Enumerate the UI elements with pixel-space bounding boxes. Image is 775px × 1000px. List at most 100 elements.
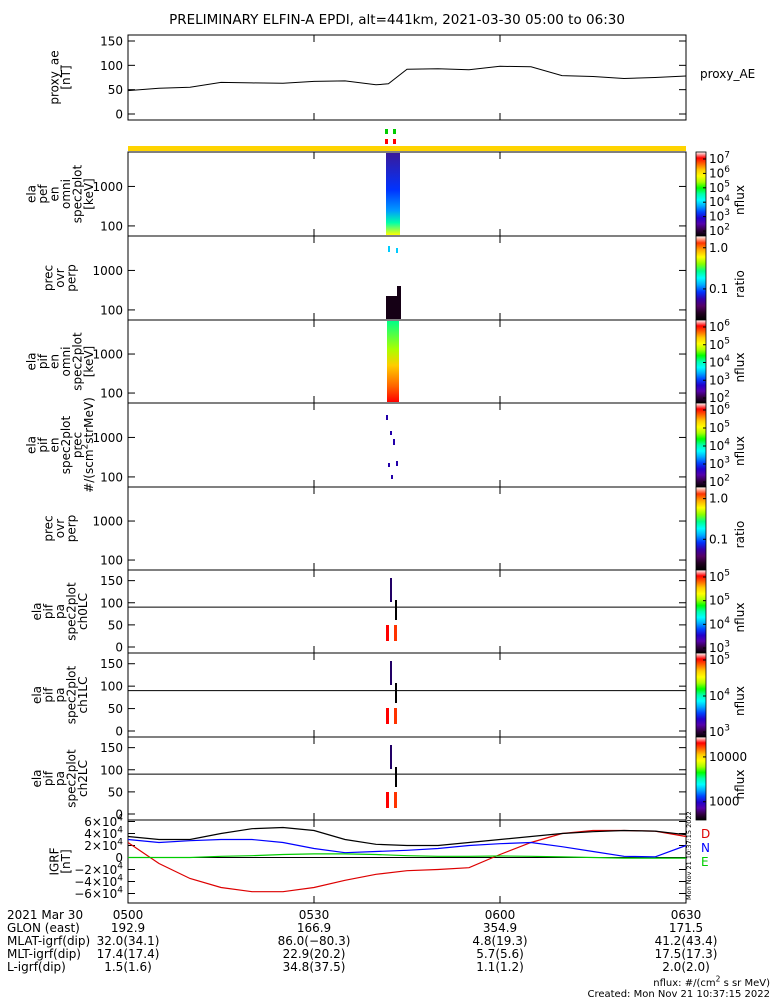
panel-frame-2 <box>127 235 687 321</box>
orbit-marker <box>393 129 396 134</box>
panel-ylabel: ch1LC <box>76 677 90 714</box>
created-timestamp: Created: Mon Nov 21 10:37:15 2022 <box>587 989 770 1000</box>
colorbar-tick-label: 104 <box>709 194 730 209</box>
ytick-label: −4×104 <box>74 874 123 889</box>
colorbar-tick-label: 103 <box>709 208 730 223</box>
panel-ylabel: ela <box>30 769 44 787</box>
panel-ylabel: en <box>47 187 61 202</box>
ytick-label: −6×104 <box>74 886 123 901</box>
panel-ylabel: omni <box>59 179 73 209</box>
ytick-label: 50 <box>108 702 123 716</box>
igrf-line-D <box>127 829 687 893</box>
ytick-label: 100 <box>100 763 123 777</box>
spectrogram-dash <box>391 475 393 479</box>
pa-mark <box>394 792 397 808</box>
spectrogram-dash <box>386 415 388 420</box>
colorbar-tick-label: 104 <box>709 438 730 453</box>
colorbar-tick-label: 107 <box>709 151 730 166</box>
ytick-label: 100 <box>100 680 123 694</box>
igrf-line-total <box>127 826 687 847</box>
ytick-label: 50 <box>108 83 123 97</box>
colorbar-tick-label: 104 <box>709 688 730 703</box>
ephemeris-value: 2.0(2.0) <box>662 960 710 974</box>
ephemeris-row-label: L-igrf(dip) <box>7 960 66 974</box>
colorbar-label: nflux <box>733 436 747 466</box>
colorbar-tick-label: 105 <box>709 336 730 351</box>
colorbar-tick-label: 106 <box>709 165 730 180</box>
ephemeris-value: 5.7(5.6) <box>476 947 524 961</box>
colorbar-tick-label: 103 <box>709 640 730 655</box>
ytick-label: 0 <box>115 851 123 865</box>
spectrogram-strip <box>386 296 401 319</box>
page-title: PRELIMINARY ELFIN-A EPDI, alt=441km, 202… <box>169 12 625 28</box>
panel-ylabel: prec <box>42 515 56 541</box>
colorbar-tick-label: 105 <box>709 420 730 435</box>
spectrogram-dash <box>388 463 390 467</box>
panel-frame-9 <box>127 819 687 904</box>
panel-ylabel: prec <box>42 265 56 291</box>
panel-ylabel: proxy_ae <box>47 50 61 104</box>
spectrogram-strip <box>387 321 399 402</box>
igrf-line-E <box>128 853 686 859</box>
ephemeris-value: 4.8(19.3) <box>472 934 527 948</box>
pa-mark <box>395 767 397 787</box>
pa-mark <box>395 683 397 703</box>
ephemeris-value: 171.5 <box>669 921 703 935</box>
colorbar-tick-label: 10000 <box>709 750 747 764</box>
colorbar-label: nflux <box>733 686 747 716</box>
colorbar-3 <box>695 319 707 404</box>
panel-ylabel: omni <box>59 347 73 377</box>
pa-mark <box>394 625 397 641</box>
igrf-legend-E: E <box>701 855 709 869</box>
xtick-label: 0600 <box>485 908 516 922</box>
ytick-label: 100 <box>100 387 123 401</box>
ytick-label: 1000 <box>92 180 123 194</box>
panel-ylabel: pif <box>36 353 50 369</box>
ytick-label: 150 <box>100 657 123 671</box>
proxy-ae-series-label: proxy_AE <box>700 67 755 81</box>
colorbar-2 <box>695 235 707 321</box>
colorbar-tick-label: 104 <box>709 354 730 369</box>
pa-mark <box>394 708 397 724</box>
ephemeris-row-label: 2021 Mar 30 <box>7 908 83 922</box>
panel-ylabel: ch2LC <box>76 760 90 797</box>
colorbar-label: nflux <box>733 185 747 215</box>
panel-ylabel: spec2plot <box>70 332 84 391</box>
panel-ylabel: ovr <box>53 268 67 287</box>
panel-ylabel: ela <box>24 436 38 454</box>
ephemeris-value: 354.9 <box>483 921 517 935</box>
vertical-timestamp: Mon Nov 21 10:37:15 2022 <box>685 811 693 900</box>
panel-ylabel: en <box>47 354 61 369</box>
proxy-ae-line <box>127 65 687 92</box>
ytick-label: 1000 <box>92 431 123 445</box>
panel-frame-5 <box>127 486 687 571</box>
ytick-label: 100 <box>100 59 123 73</box>
ephemeris-value: 34.8(37.5) <box>283 960 346 974</box>
spectrogram-strip <box>396 248 398 253</box>
orbit-marker <box>385 129 388 134</box>
pa-mark <box>390 745 392 769</box>
colorbar-7 <box>695 652 707 738</box>
panel-ylabel: pif <box>42 603 56 619</box>
colorbar-1 <box>695 151 707 237</box>
panel-ylabel: ch0LC <box>76 593 90 630</box>
panel-frame-0 <box>127 34 687 121</box>
ytick-label: 50 <box>108 785 123 799</box>
panel-frame-4 <box>127 402 687 488</box>
panel-ylabel: [nT] <box>59 849 73 873</box>
ytick-label: 100 <box>100 554 123 568</box>
ephemeris-row-label: MLT-igrf(dip) <box>7 947 81 961</box>
panel-frame-8 <box>127 736 687 821</box>
ephemeris-value: 41.2(43.4) <box>655 934 718 948</box>
panel-frame-7 <box>127 652 687 738</box>
colorbar-label: nflux <box>733 353 747 383</box>
colorbar-tick-label: 105 <box>709 179 730 194</box>
ytick-label: −2×104 <box>74 862 123 877</box>
panel-ylabel: perp <box>65 264 79 292</box>
orbit-marker <box>385 139 388 144</box>
panel-ylabel: pif <box>36 437 50 453</box>
panel-ylabel: ela <box>24 185 38 203</box>
colorbar-tick-label: 103 <box>709 372 730 387</box>
ytick-label: 1000 <box>92 264 123 278</box>
